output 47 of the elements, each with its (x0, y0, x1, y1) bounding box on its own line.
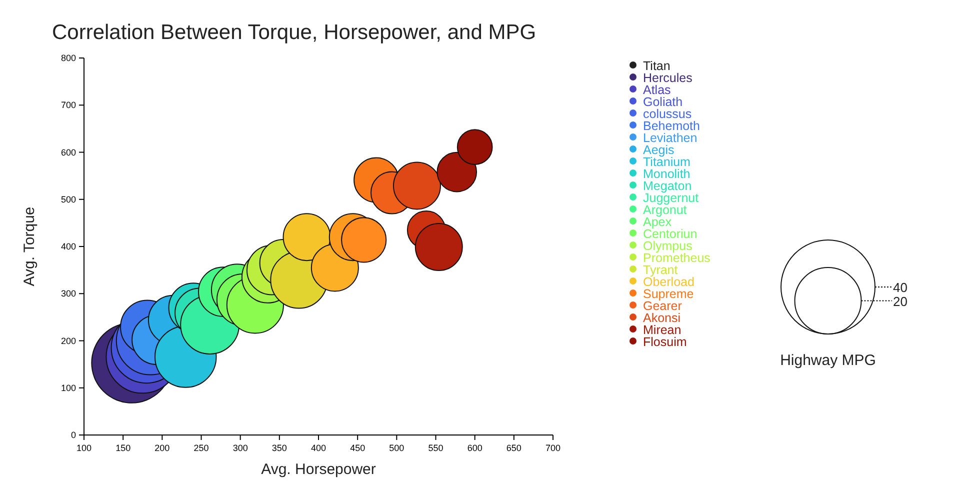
x-tick-label: 500 (389, 443, 404, 453)
x-tick-label: 550 (428, 443, 444, 453)
x-tick-label: 250 (194, 443, 209, 453)
legend-label: 40 (893, 280, 908, 295)
legend-label: Supreme (643, 287, 694, 301)
legend-label: 20 (893, 294, 908, 309)
x-tick-label: 700 (545, 443, 561, 453)
y-axis-title: Avg. Torque (21, 206, 38, 286)
y-tick-label: 600 (60, 147, 76, 158)
x-tick-label: 100 (76, 443, 92, 453)
legend-label: Tyrant (643, 263, 678, 277)
x-tick-label: 650 (506, 443, 522, 453)
x-tick-label: 200 (154, 443, 170, 453)
y-tick-label: 0 (70, 430, 76, 440)
legend-label: Apex (643, 215, 672, 229)
y-tick-label: 800 (60, 53, 76, 63)
legend-label: Akonsi (643, 311, 681, 325)
legend-label: colussus (643, 107, 692, 121)
legend-label: Centoriun (643, 227, 698, 241)
x-tick-label: 300 (232, 443, 248, 453)
legend-label: Behemoth (643, 119, 700, 133)
y-tick-label: 400 (60, 242, 76, 252)
x-tick-label: 600 (467, 443, 482, 453)
x-tick-label: 350 (272, 443, 287, 453)
legend-label: Titan (643, 59, 670, 73)
x-tick-label: 450 (350, 443, 366, 453)
legend-label: Mirean (643, 323, 682, 337)
legend-label: Goliath (643, 95, 683, 109)
legend-title: Highway MPG (780, 352, 876, 369)
y-tick-label: 100 (60, 382, 76, 393)
legend-label: Flosuim (643, 335, 687, 349)
legend-label: Aegis (643, 143, 674, 157)
x-axis-title: Avg. Horsepower (261, 461, 376, 478)
chart-title: Correlation Between Torque, Horsepower, and MPG (52, 21, 536, 44)
legend-label: Leviathen (643, 131, 698, 145)
y-tick-label: 700 (60, 100, 76, 110)
legend-label: Megaton (643, 179, 692, 193)
y-tick-label: 500 (60, 194, 76, 204)
x-tick-label: 400 (310, 443, 326, 453)
legend-label: Gearer (643, 299, 682, 313)
legend-label: Hercules (643, 71, 692, 85)
y-tick-label: 300 (60, 288, 76, 299)
x-tick-label: 150 (116, 443, 131, 453)
legend-label: Monolith (643, 167, 690, 181)
y-tick-label: 200 (60, 336, 76, 346)
legend-label: Olympus (643, 239, 692, 253)
legend-label: Atlas (643, 83, 671, 97)
